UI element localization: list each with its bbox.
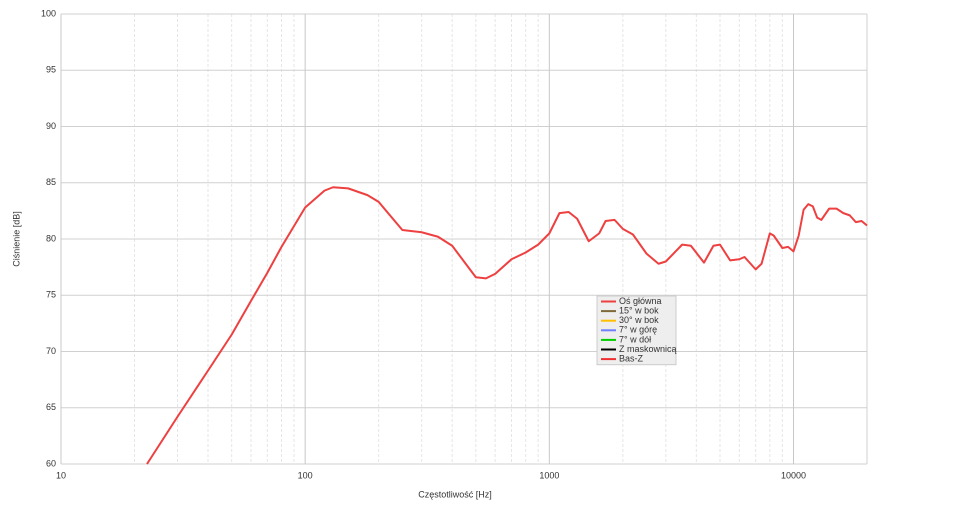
legend-label: Oś główna [619, 296, 662, 306]
y-tick-label: 60 [46, 458, 56, 468]
y-axis-label: Ciśnienie [dB] [11, 211, 21, 267]
y-tick-label: 95 [46, 65, 56, 75]
y-tick-label: 75 [46, 290, 56, 300]
y-tick-label: 100 [41, 8, 56, 18]
x-tick-label: 1000 [539, 470, 559, 480]
x-tick-label: 100 [298, 470, 313, 480]
y-tick-label: 65 [46, 402, 56, 412]
x-axis-label: Częstotliwość [Hz] [418, 489, 492, 499]
data-line [146, 186, 868, 465]
y-tick-label: 80 [46, 233, 56, 243]
legend-label: 15° w bok [619, 305, 659, 315]
y-tick-label: 85 [46, 177, 56, 187]
legend-label: Bas-Z [619, 353, 644, 363]
y-tick-label: 70 [46, 346, 56, 356]
x-tick-label: 10 [56, 470, 66, 480]
legend-label: 30° w bok [619, 315, 659, 325]
legend-label: Z maskownicą [619, 344, 677, 354]
legend-label: 7° w dół [619, 334, 651, 344]
legend-label: 7° w górę [619, 325, 657, 335]
x-tick-label: 10000 [781, 470, 806, 480]
y-tick-label: 90 [46, 121, 56, 131]
